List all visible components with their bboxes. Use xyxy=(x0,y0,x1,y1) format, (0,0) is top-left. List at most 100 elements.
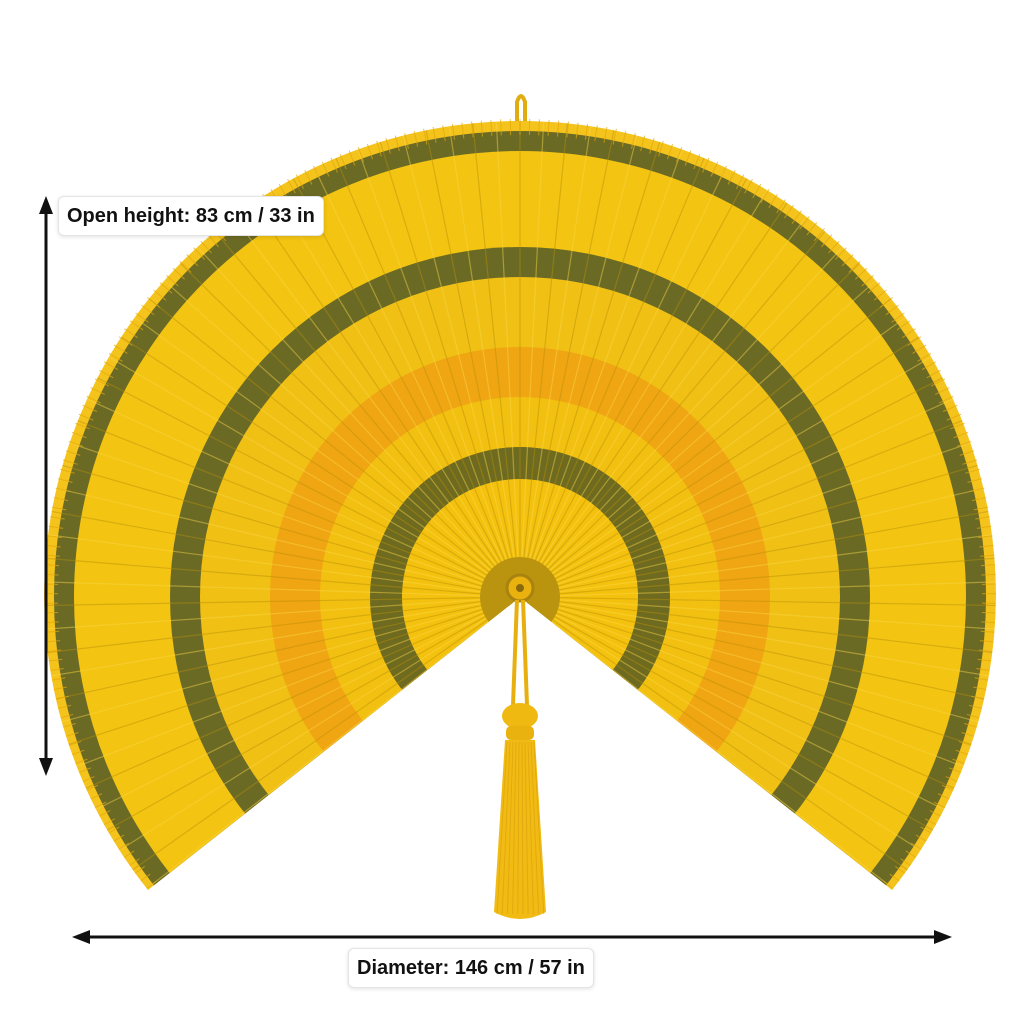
fan-rib xyxy=(558,487,984,589)
fan-rib xyxy=(54,605,482,700)
fan-fringe-strand xyxy=(207,234,219,248)
fan-rib xyxy=(69,442,483,585)
fan-rib xyxy=(558,464,978,587)
fan-fringe-strand xyxy=(776,199,786,214)
fan-fringe-strand xyxy=(186,254,199,267)
fan-fringe-strand xyxy=(967,477,984,483)
fan-fringe-strand xyxy=(939,395,955,404)
fan-rib xyxy=(551,621,896,891)
fan-fringe-strand xyxy=(304,169,313,185)
fan-fringe-strand xyxy=(835,247,847,260)
fan-fringe-strand xyxy=(47,525,64,529)
fan-fringe-strand xyxy=(193,247,205,260)
fan-rib xyxy=(67,608,483,746)
fan-fringe-strand xyxy=(61,459,78,465)
fan-fringe-strand xyxy=(973,506,990,511)
fan-fringe-strand xyxy=(953,431,969,439)
fan-rib xyxy=(97,377,485,580)
fan-rib xyxy=(529,135,638,559)
fan-rib xyxy=(558,605,986,700)
fan-fringe-strand xyxy=(74,422,90,430)
height-arrow xyxy=(39,196,53,776)
fan-rib xyxy=(559,599,995,630)
fan-fringe-strand xyxy=(980,554,996,557)
fan-fringe-strand xyxy=(930,378,946,387)
fan-rib xyxy=(543,216,807,566)
fan-fringe-strand xyxy=(153,289,167,301)
fan-fringe-strand xyxy=(71,431,87,439)
fan-fringe-strand xyxy=(783,204,794,219)
fan-rib xyxy=(541,202,788,565)
fan-fringe-strand xyxy=(490,119,493,136)
tassel-neck xyxy=(506,726,534,740)
fan-fringe-strand xyxy=(971,496,988,502)
fan-fringe-strand xyxy=(921,361,937,370)
fan-fringe-strand xyxy=(357,147,365,163)
fan-rib xyxy=(525,126,592,558)
fan-rib xyxy=(534,157,705,561)
fan-fringe-strand xyxy=(979,544,996,548)
fan-fringe-strand xyxy=(768,193,778,208)
fan-fringe-strand xyxy=(981,612,996,614)
fan-fringe-strand xyxy=(907,336,922,346)
fan-fringe-strand xyxy=(693,153,701,170)
fan-rib xyxy=(556,612,956,790)
fan-fringe-strand xyxy=(735,174,745,190)
diameter-label: Diameter: 146 cm / 57 in xyxy=(348,948,594,988)
fan-fringe-strand xyxy=(885,304,899,316)
fan-rib xyxy=(47,601,481,654)
fan-fringe-strand xyxy=(113,344,128,354)
fan-fringe-strand xyxy=(442,125,446,142)
fan-fringe-strand xyxy=(108,352,123,362)
fan-fringe-strand xyxy=(926,369,941,379)
fan-fringe-strand xyxy=(575,122,579,139)
fan-fringe-strand xyxy=(59,468,75,474)
fan-rib xyxy=(163,280,491,571)
fan-rib xyxy=(45,557,481,595)
fan-rib xyxy=(272,189,500,564)
fan-fringe-strand xyxy=(727,169,736,185)
fan-rib xyxy=(379,141,509,559)
fan-fringe-strand xyxy=(432,126,437,143)
fan-rib xyxy=(117,617,487,852)
fan-fringe-strand xyxy=(461,122,465,139)
fan-ribs xyxy=(44,121,996,891)
fan-fringe-strand xyxy=(179,260,192,273)
fan-fringe-strand xyxy=(172,267,185,280)
fan-rib xyxy=(533,149,683,560)
fan-fringe-strand xyxy=(950,422,966,430)
tassel-strand xyxy=(501,741,511,915)
fan-fringe-strand xyxy=(141,304,155,316)
fan-fringe-strand xyxy=(451,123,456,140)
fan-fringe-strand xyxy=(640,135,646,152)
fan-fringe-strand xyxy=(649,138,655,154)
fan-fringe-strand xyxy=(891,312,905,323)
fan-rib xyxy=(86,398,484,581)
fan-fringe-strand xyxy=(841,254,854,267)
fan-fringe-strand xyxy=(99,369,114,379)
fan-fringe-strand xyxy=(675,147,683,163)
fan-fringe-strand xyxy=(979,640,996,643)
fan-rib xyxy=(548,263,860,570)
fan-fringe-strand xyxy=(603,126,608,143)
fan-rib xyxy=(77,420,484,583)
diameter-arrow xyxy=(72,930,952,944)
fan-fringe-strand xyxy=(103,361,119,370)
fan-fringe-strand xyxy=(313,165,321,181)
fan-fringe-strand xyxy=(684,150,692,166)
fan-fringe-strand xyxy=(394,135,400,152)
tassel-strand xyxy=(517,741,520,915)
fan-rib xyxy=(555,614,946,811)
fan-rib xyxy=(50,603,481,677)
fan-rib xyxy=(105,616,486,832)
fan-rib xyxy=(402,135,511,559)
fan-rib xyxy=(521,121,545,558)
fan-fringe-strand xyxy=(413,130,419,147)
fan-fringe-strand xyxy=(538,119,540,136)
fan-fringe-strand xyxy=(630,133,636,149)
fan-rib xyxy=(108,356,486,578)
fan-rib xyxy=(148,298,490,573)
open-height-label: Open height: 83 cm / 33 in xyxy=(58,196,324,236)
fan-rib xyxy=(48,534,481,593)
